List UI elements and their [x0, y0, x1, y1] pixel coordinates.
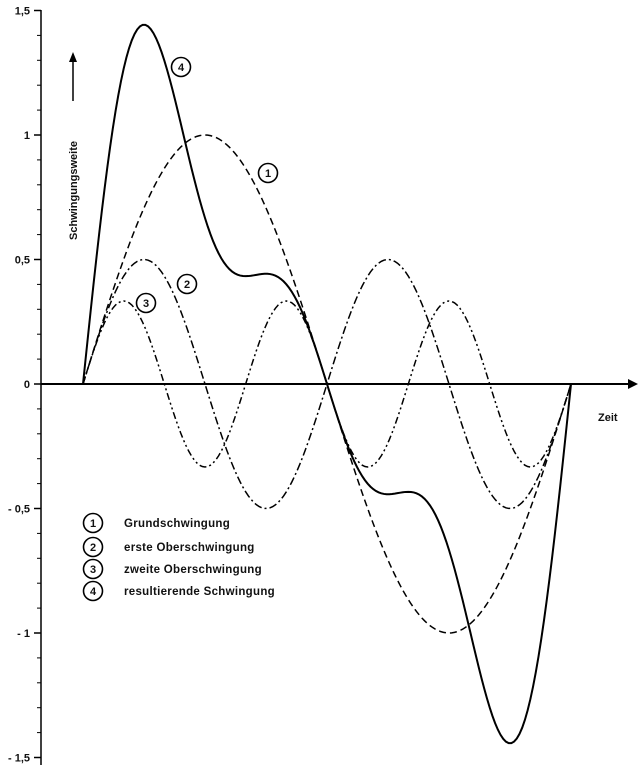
legend-badge-circle	[82, 536, 104, 558]
legend-badge-number: 2	[90, 542, 96, 554]
curves	[82, 23, 572, 745]
curve-badge-circle	[170, 56, 192, 78]
curve-badge-number: 4	[178, 62, 185, 74]
y-axis-label: Schwingungsweite	[68, 141, 80, 240]
y-tick-label: 0	[24, 379, 30, 391]
y-tick-label: - 1	[17, 628, 30, 640]
y-axis-label-group: Schwingungsweite	[68, 141, 80, 240]
series-4-line	[82, 23, 572, 745]
curve-badge-circle	[176, 273, 198, 295]
curve-badge-number: 1	[265, 168, 271, 180]
curve-badge-circle	[135, 292, 157, 314]
legend-label: erste Oberschwingung	[124, 542, 255, 554]
legend-label: resultierende Schwingung	[124, 586, 275, 598]
legend-label: Grundschwingung	[124, 518, 230, 530]
legend-badge-number: 4	[90, 586, 97, 598]
legend-item: 4 resultierende Schwingung	[82, 580, 275, 602]
curve-badge-number: 2	[184, 279, 190, 291]
curve-badge-2: 2	[176, 273, 198, 295]
y-tick-label: 1,5	[15, 6, 30, 18]
y-tick-label: - 0,5	[8, 504, 30, 516]
y-tick-label: - 1,5	[8, 753, 30, 765]
axes	[40, 10, 638, 765]
y-tick-label: 1	[24, 130, 30, 142]
curve-badge-1: 1	[257, 162, 279, 184]
legend-label: zweite Oberschwingung	[124, 564, 262, 576]
curve-badge-4: 4	[170, 56, 192, 78]
legend-item: 3 zweite Oberschwingung	[82, 558, 262, 580]
curve-badge-circle	[257, 162, 279, 184]
legend-badge-circle	[82, 558, 104, 580]
legend-badge-number: 3	[90, 564, 96, 576]
curve-badge-3: 3	[135, 292, 157, 314]
y-ticks: 1,5 1 0,5 0 - 0,5 - 1 - 1,5	[8, 6, 41, 765]
legend-badge-number: 1	[90, 518, 96, 530]
legend-badge-circle	[82, 512, 104, 534]
curve-badges: 1 2 3 4	[135, 56, 279, 314]
y-axis-arrow	[69, 52, 77, 101]
legend-item: 1 Grundschwingung	[82, 512, 230, 534]
curve-badge-number: 3	[143, 298, 149, 310]
legend-badge-circle	[82, 580, 104, 602]
x-axis-arrow	[628, 379, 638, 389]
x-axis-label: Zeit	[598, 412, 618, 424]
legend-item: 2 erste Oberschwingung	[82, 536, 255, 558]
y-tick-label: 0,5	[15, 255, 30, 267]
y-minor-ticks	[37, 34, 41, 734]
legend: 1 Grundschwingung 2 erste Oberschwingung 3 zw…	[82, 512, 275, 602]
